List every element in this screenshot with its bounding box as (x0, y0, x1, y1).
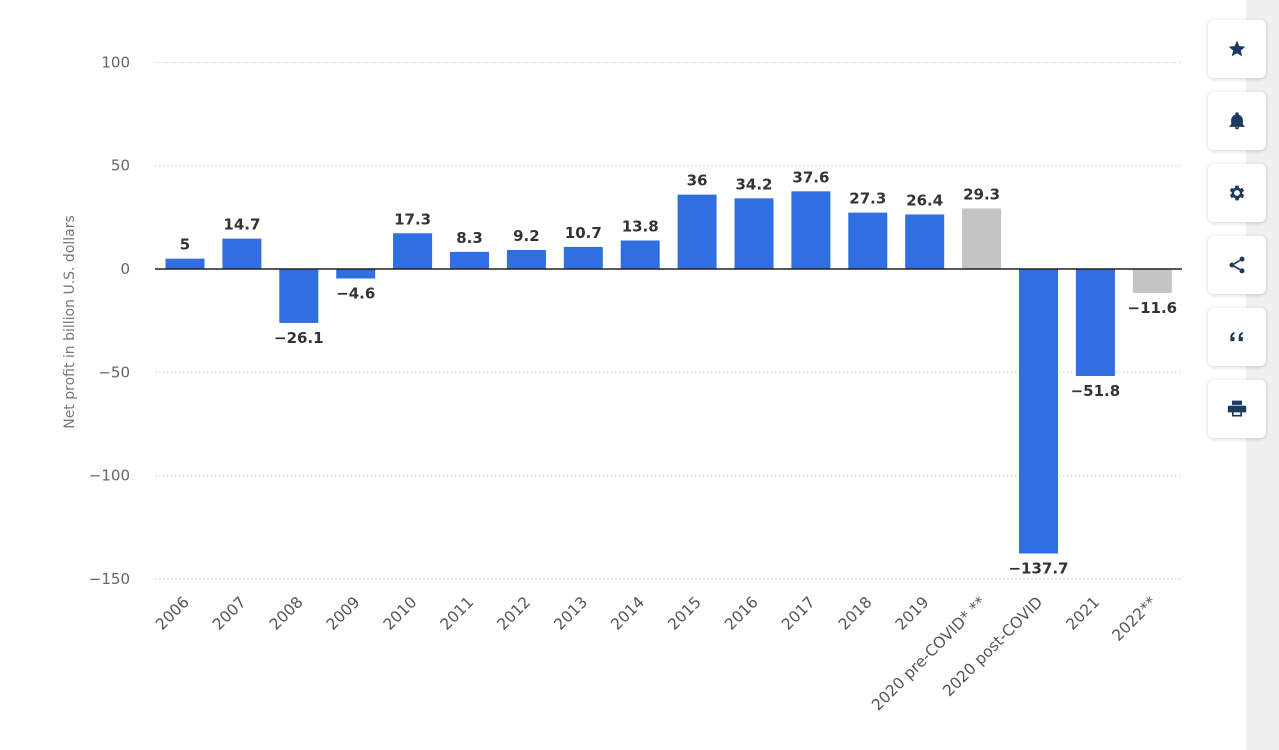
data-label: 14.7 (223, 216, 260, 234)
x-axis-labels: 2006 2007 2008 2009 2010 2011 2012 2013 2014 2015… (152, 593, 1160, 714)
gear-icon (1229, 185, 1245, 201)
data-labels: 5 14.7 −26.1 −4.6 17.3 8.3 9.2 10.7 13.8 36 34.2 37… (180, 168, 1177, 577)
data-label: −11.6 (1128, 299, 1178, 317)
y-tick-label: 50 (111, 157, 130, 175)
x-tick-label: 2011 (437, 593, 478, 634)
x-tick-label: 2008 (266, 593, 307, 634)
data-label: 26.4 (906, 191, 943, 209)
x-tick-label: 2020 post-COVID (939, 593, 1046, 700)
bar[interactable] (279, 269, 319, 323)
y-tick-label: −100 (89, 467, 130, 485)
bar[interactable] (506, 249, 546, 269)
y-axis-title: Net profit in billion U.S. dollars (62, 215, 78, 429)
share-icon (1229, 256, 1245, 274)
bar[interactable] (620, 240, 660, 269)
data-label: 27.3 (849, 190, 886, 208)
data-label: 29.3 (963, 185, 1000, 203)
gridlines (155, 61, 1182, 580)
bar[interactable] (734, 198, 774, 269)
x-tick-label: 2009 (323, 593, 364, 634)
print-button[interactable] (1208, 380, 1266, 438)
y-tick-label: −150 (89, 570, 130, 588)
x-tick-label: 2015 (664, 593, 705, 634)
x-tick-label: 2021 (1063, 593, 1104, 634)
chart-card: 100 50 0 −50 −100 −150 5 14.7 −26.1 −4.6 17.3 8.3 9… (0, 0, 1246, 750)
bar[interactable] (563, 246, 603, 269)
x-tick-label: 2013 (551, 593, 592, 634)
bar[interactable] (393, 233, 433, 269)
x-tick-label: 2016 (721, 593, 762, 634)
favorite-button[interactable] (1208, 20, 1266, 78)
bar[interactable] (1075, 269, 1115, 377)
cite-button[interactable] (1208, 308, 1266, 366)
bar[interactable] (791, 191, 831, 269)
data-label: 10.7 (565, 224, 602, 242)
share-button[interactable] (1208, 236, 1266, 294)
bar[interactable] (450, 251, 489, 269)
y-tick-label: −50 (98, 363, 130, 381)
data-label: −4.6 (336, 285, 375, 303)
data-label: −26.1 (274, 329, 324, 347)
x-tick-label: 2018 (835, 593, 876, 634)
data-label: 9.2 (513, 227, 540, 245)
notification-button[interactable] (1208, 92, 1266, 150)
data-label: 17.3 (394, 210, 431, 228)
bar[interactable] (962, 208, 1002, 269)
x-tick-label: 2006 (152, 593, 193, 634)
y-tick-label: 0 (120, 260, 130, 278)
bell-icon (1229, 112, 1245, 130)
bar[interactable] (336, 269, 376, 279)
data-label: 8.3 (456, 229, 483, 247)
bars (165, 191, 1172, 554)
data-label: 36 (687, 172, 708, 190)
data-label: −51.8 (1071, 382, 1121, 400)
data-label: 13.8 (622, 217, 659, 235)
x-tick-label: 2014 (607, 593, 648, 634)
print-icon (1227, 400, 1247, 417)
quote-icon (1230, 332, 1243, 342)
bar[interactable] (677, 194, 717, 269)
x-tick-label: 2012 (494, 593, 535, 634)
y-axis-ticks: 100 50 0 −50 −100 −150 (89, 53, 130, 588)
bar[interactable] (848, 212, 888, 269)
x-tick-label: 2010 (380, 593, 421, 634)
star-icon (1228, 40, 1246, 57)
bar[interactable] (222, 238, 262, 269)
bar[interactable] (165, 258, 205, 269)
bar[interactable] (1019, 269, 1058, 554)
x-tick-label: 2022** (1109, 593, 1161, 645)
bar[interactable] (1132, 269, 1172, 293)
x-tick-label: 2017 (778, 593, 819, 634)
x-tick-label: 2019 (892, 593, 933, 634)
settings-button[interactable] (1208, 164, 1266, 222)
data-label: 34.2 (735, 175, 772, 193)
data-label: 37.6 (792, 168, 829, 186)
data-label: −137.7 (1008, 559, 1068, 577)
x-tick-label: 2007 (209, 593, 250, 634)
y-tick-label: 100 (101, 53, 130, 71)
side-toolbar (1208, 20, 1266, 452)
x-tick-label: 2020 pre-COVID* ** (868, 593, 989, 714)
data-label: 5 (180, 236, 190, 254)
bar[interactable] (905, 214, 945, 269)
bar-chart: 100 50 0 −50 −100 −150 5 14.7 −26.1 −4.6 17.3 8.3 9… (62, 53, 1182, 714)
